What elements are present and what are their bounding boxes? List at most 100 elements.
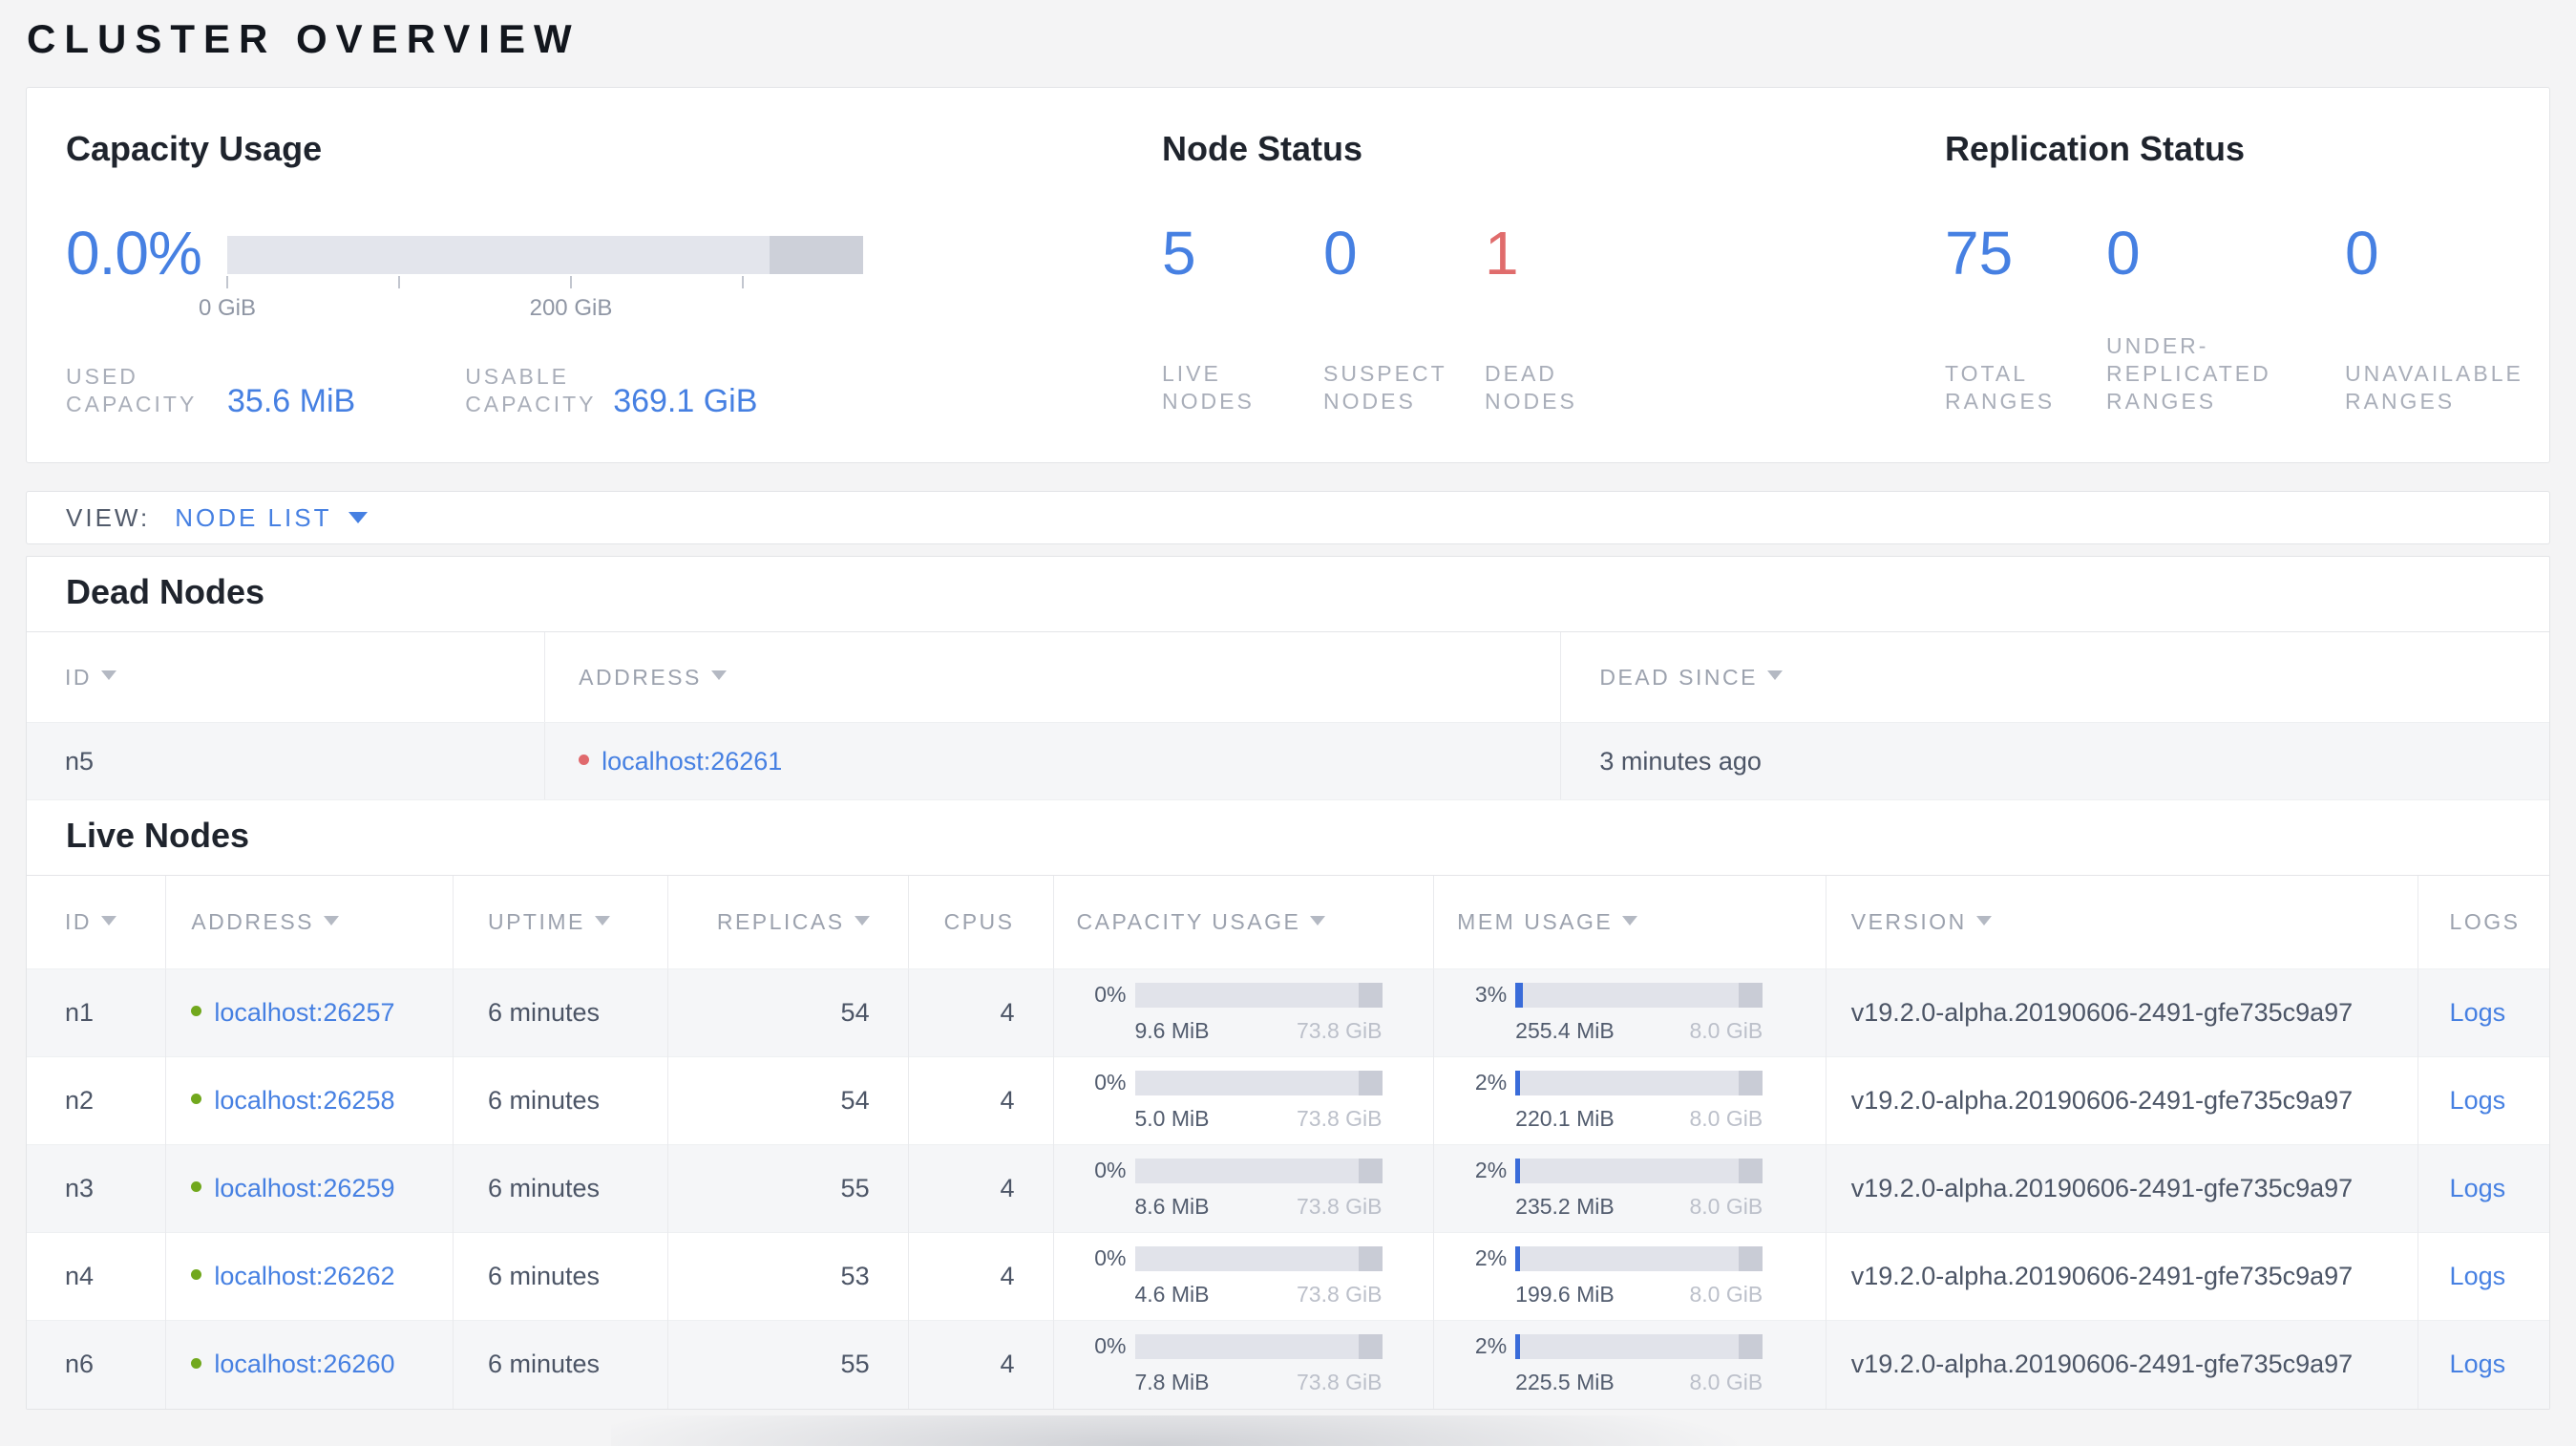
logs-link[interactable]: Logs [2449,1174,2506,1202]
live-column-header-cpus: CPUS [907,875,1053,969]
cpus-cell: 4 [907,1056,1053,1145]
logs-link[interactable]: Logs [2449,1350,2506,1379]
dead-column-header-address[interactable]: ADDRESS [544,631,1561,723]
node-status-title: Node Status [1162,129,1363,168]
unavailable-ranges-stat: 0 UNAVAILABLE RANGES [2345,223,2523,415]
dead-column-header-id[interactable]: ID [27,631,545,723]
mem-total-value: 8.0 GiB [1689,1370,1763,1395]
capacity-usage-cell: 0% 7.8 MiB 73.8 GiB [1052,1320,1434,1409]
live-column-header-replicas[interactable]: REPLICAS [666,875,909,969]
logs-cell: Logs [2417,1232,2549,1321]
logs-link[interactable]: Logs [2449,1262,2506,1290]
mem-usage-bar [1515,1245,1763,1271]
node-address-link[interactable]: localhost:26257 [214,998,395,1027]
live-nodes-heading: Live Nodes [66,816,250,855]
node-address-link[interactable]: localhost:26262 [214,1262,395,1290]
replicas-cell: 54 [666,1056,909,1145]
capacity-total-value: 73.8 GiB [1297,1282,1383,1307]
live-column-header-logs: LOGS [2417,875,2549,969]
uptime-cell: 6 minutes [452,1144,668,1233]
version-cell: v19.2.0-alpha.20190606-2491-gfe735c9a97 [1825,1144,2418,1233]
cpus-cell: 4 [907,1320,1053,1409]
live-column-header-capacity-usage[interactable]: CAPACITY USAGE [1052,875,1434,969]
replication-status-section: Replication Status 75 TOTAL RANGES 0 UND… [1945,128,2549,462]
sort-desc-icon [324,915,340,925]
mem-percent-label: 3% [1474,982,1508,1007]
bottom-shadow [611,1415,2043,1446]
page-title: CLUSTER OVERVIEW [27,16,581,61]
capacity-usage-cell: 0% 4.6 MiB 73.8 GiB [1052,1232,1434,1321]
capacity-percent-label: 0% [1094,982,1127,1007]
live-nodes-count: 5 [1162,219,1196,287]
live-column-header-uptime[interactable]: UPTIME [452,875,668,969]
node-live-dot-icon [191,1269,202,1281]
logs-cell: Logs [2417,1144,2549,1233]
sort-desc-icon [594,915,610,925]
view-dropdown[interactable]: NODE LIST [175,502,332,532]
capacity-percent-label: 0% [1094,1070,1127,1095]
mem-usage-cell: 2% 235.2 MiB 8.0 GiB [1433,1144,1826,1233]
live-nodes-table: ID ADDRESS UPTIME REPLICAS CPUS CAPACITY… [27,875,2549,1409]
capacity-used-value: 4.6 MiB [1134,1282,1210,1307]
dead-nodes-stat: 1 DEAD NODES [1485,223,1577,415]
usable-capacity-stat: USABLE CAPACITY 369.1 GiB [465,363,757,418]
sort-desc-icon [1766,670,1783,681]
node-address-link[interactable]: localhost:26259 [214,1174,395,1202]
dead-column-header-dead-since[interactable]: DEAD SINCE [1560,631,2549,723]
cpus-cell: 4 [907,1144,1053,1233]
nodes-tables-panel: Dead Nodes ID ADDRESS DEAD SINCE n5 loca… [26,556,2550,1410]
node-id-cell: n5 [27,722,545,800]
capacity-percent-label: 0% [1094,1158,1127,1182]
node-address-link[interactable]: localhost:26261 [602,746,783,776]
usable-capacity-label: USABLE CAPACITY [465,364,597,416]
node-id-cell: n4 [27,1232,166,1321]
capacity-total-value: 73.8 GiB [1297,1018,1383,1043]
version-cell: v19.2.0-alpha.20190606-2491-gfe735c9a97 [1825,1232,2418,1321]
capacity-usage-bar-end-segment [1358,1245,1383,1271]
live-column-header-id[interactable]: ID [27,875,166,969]
capacity-bar-track [227,236,863,274]
used-capacity-stat: USED CAPACITY 35.6 MiB [66,363,355,418]
uptime-cell: 6 minutes [452,968,668,1057]
node-address-link[interactable]: localhost:26260 [214,1350,395,1379]
summary-panel: Capacity Usage 0.0% 0 GiB 200 GiB [26,87,2550,463]
sort-desc-icon [101,915,116,925]
mem-usage-bar-fill [1515,1333,1521,1359]
live-node-row: n1 localhost:26257 6 minutes 54 4 0% [27,968,2549,1057]
under-replicated-ranges-stat: 0 UNDER- REPLICATED RANGES [2106,223,2345,415]
capacity-axis-tick [226,276,228,288]
replicas-cell: 53 [666,1232,909,1321]
capacity-total-value: 73.8 GiB [1297,1194,1383,1219]
capacity-usage-bar-end-segment [1358,1333,1383,1359]
dead-nodes-label: DEAD NODES [1485,361,1577,414]
live-nodes-stat: 5 LIVE NODES [1162,223,1323,415]
mem-total-value: 8.0 GiB [1689,1282,1763,1307]
under-replicated-ranges-count: 0 [2106,219,2141,287]
cpus-cell: 4 [907,968,1053,1057]
live-column-header-address[interactable]: ADDRESS [165,875,454,969]
capacity-usage-cell: 0% 9.6 MiB 73.8 GiB [1052,968,1434,1057]
node-address-link[interactable]: localhost:26258 [214,1086,395,1115]
view-label: VIEW: [66,502,151,532]
replicas-cell: 55 [666,1144,909,1233]
capacity-used-value: 9.6 MiB [1134,1018,1210,1043]
node-address-cell: localhost:26261 [544,722,1561,800]
live-column-header-version[interactable]: VERSION [1825,875,2418,969]
logs-cell: Logs [2417,1320,2549,1409]
live-column-header-mem-usage[interactable]: MEM USAGE [1433,875,1826,969]
logs-link[interactable]: Logs [2449,1086,2506,1115]
capacity-usage-bar [1134,1158,1383,1183]
logs-cell: Logs [2417,968,2549,1057]
live-node-row: n6 localhost:26260 6 minutes 55 4 0% [27,1320,2549,1409]
mem-usage-bar [1515,1333,1763,1359]
capacity-percent-label: 0% [1094,1333,1127,1359]
logs-link[interactable]: Logs [2449,998,2506,1027]
under-replicated-ranges-label: UNDER- REPLICATED RANGES [2106,333,2271,414]
live-node-row: n2 localhost:26258 6 minutes 54 4 0% [27,1056,2549,1145]
mem-usage-cell: 3% 255.4 MiB 8.0 GiB [1433,968,1826,1057]
capacity-axis: 0 GiB 200 GiB [199,276,863,321]
view-selector-bar: VIEW: NODE LIST [26,491,2550,544]
mem-usage-bar [1515,982,1763,1008]
chevron-down-icon[interactable] [348,512,369,523]
uptime-cell: 6 minutes [452,1320,668,1409]
